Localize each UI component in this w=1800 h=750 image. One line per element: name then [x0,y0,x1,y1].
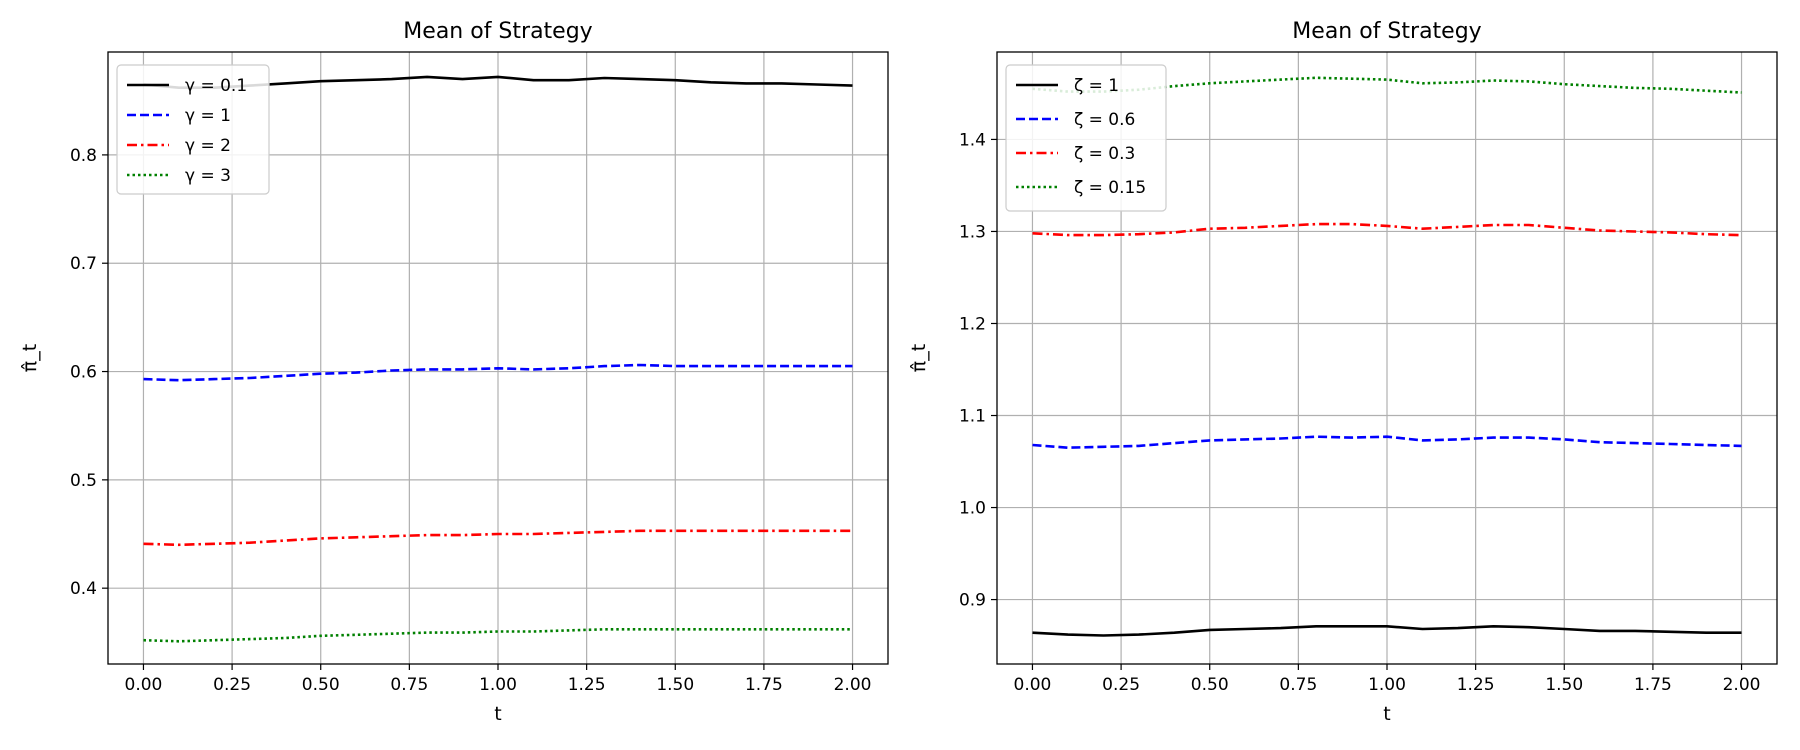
legend-label-3: ζ = 0.3 [1074,144,1135,164]
y-tick-label: 1.2 [959,314,986,334]
x-tick-label: 1.50 [1545,675,1583,695]
x-tick-label: 2.00 [834,675,872,695]
x-tick-label: 1.25 [1457,675,1495,695]
x-tick-label: 0.00 [125,675,163,695]
y-tick-label: 0.5 [70,471,97,491]
series-line-3 [1032,222,1742,237]
legend-label-4: ζ = 0.15 [1074,178,1146,198]
y-axis-label: π̂_t [19,344,41,372]
y-tick-label: 0.6 [70,363,97,383]
y-axis-label: π̂_t [908,344,930,372]
y-tick-label: 1.3 [959,222,986,242]
chart-title: Mean of Strategy [403,19,592,44]
series-line-3 [143,529,853,547]
x-tick-label: 0.00 [1014,675,1052,695]
y-tick-label: 0.9 [959,591,986,611]
left-plot-panel: 0.00 0.25 0.50 0.75 1.00 1.25 1.50 1.75 2.00 0.4 0… [19,19,889,725]
x-axis-label: t [494,703,501,725]
series-line-2 [1032,435,1742,449]
legend-label-3: γ = 2 [185,136,231,156]
series-line-1 [1032,625,1742,637]
x-tick-label: 1.50 [656,675,694,695]
legend-box [116,64,270,195]
y-tick-label: 0.7 [70,254,97,274]
legend-label-2: ζ = 0.6 [1074,110,1135,130]
x-tick-label: 1.75 [1634,675,1672,695]
x-axis-label: t [1383,703,1390,725]
y-tick-label: 1.0 [959,499,986,519]
legend-label-4: γ = 3 [185,166,231,186]
x-tick-label: 0.50 [1191,675,1229,695]
x-tick-label: 1.75 [745,675,783,695]
series-line-2 [143,363,853,382]
y-tick-label: 1.4 [959,130,986,150]
chart-title: Mean of Strategy [1292,19,1481,44]
x-tick-label: 0.50 [302,675,340,695]
x-tick-label: 0.25 [213,675,251,695]
y-tick-label: 0.4 [70,579,97,599]
y-tick-label: 1.1 [959,407,986,427]
right-plot-panel: 0.00 0.25 0.50 0.75 1.00 1.25 1.50 1.75 2.00 0.9 1… [908,19,1778,725]
x-tick-label: 0.75 [390,675,428,695]
legend-label-1: γ = 0.1 [185,76,247,96]
y-tick-label: 0.8 [70,146,97,166]
legend-box [1005,64,1167,212]
x-tick-label: 2.00 [1723,675,1761,695]
legend-label-2: γ = 1 [185,106,231,126]
x-tick-label: 1.00 [479,675,517,695]
x-tick-label: 0.75 [1279,675,1317,695]
x-tick-label: 1.00 [1368,675,1406,695]
x-tick-label: 1.25 [568,675,606,695]
legend-label-1: ζ = 1 [1074,76,1119,96]
x-tick-label: 0.25 [1102,675,1140,695]
